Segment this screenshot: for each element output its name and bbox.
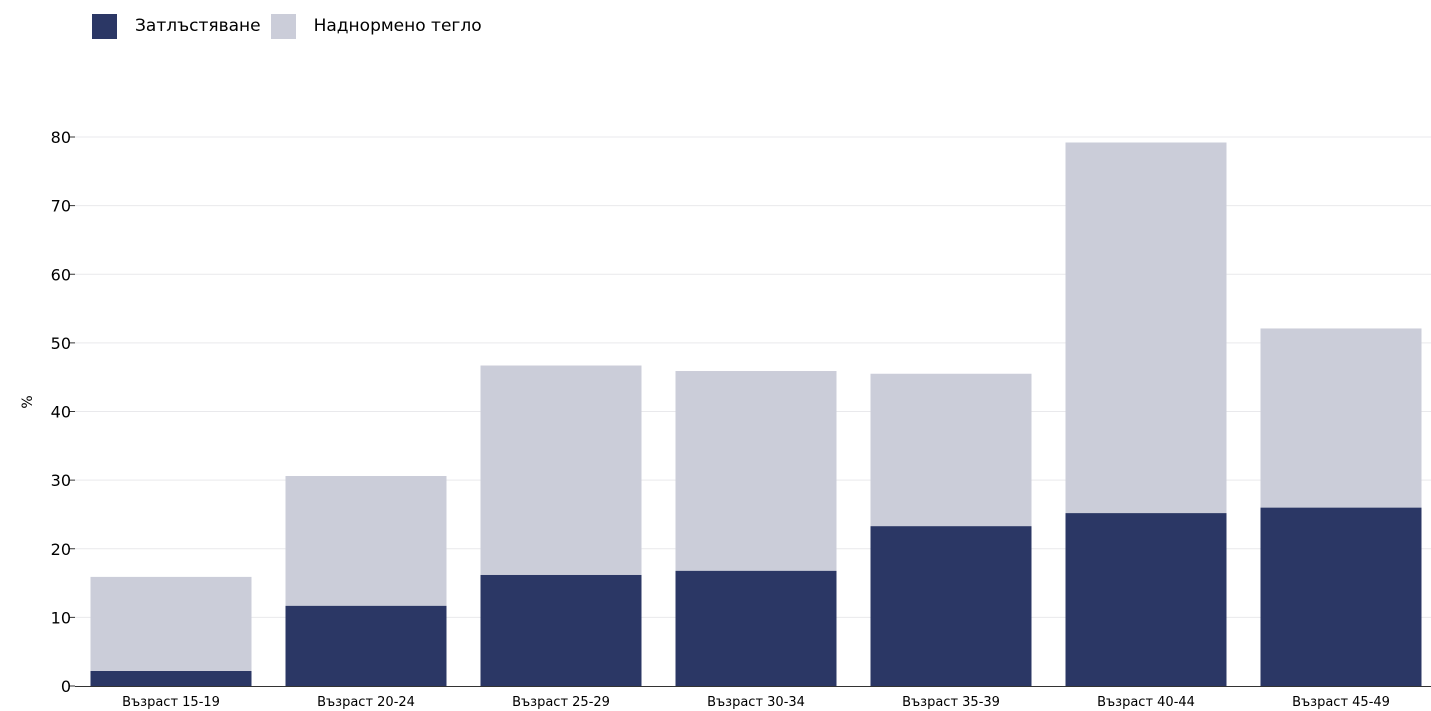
x-tick-label: Възраст 40-44 <box>1097 695 1195 710</box>
x-tick-label: Възраст 20-24 <box>317 695 415 710</box>
bar-overweight[interactable] <box>870 373 1032 527</box>
bar-overweight[interactable] <box>1065 142 1227 514</box>
bar-obesity[interactable] <box>870 526 1032 686</box>
legend-item-overweight[interactable]: Наднормено тегло <box>270 13 482 39</box>
x-tick-label: Възраст 30-34 <box>707 695 805 710</box>
y-tick-label: 70 <box>51 197 71 216</box>
bar-obesity[interactable] <box>1260 507 1422 686</box>
y-tick-label: 80 <box>51 128 71 147</box>
y-axis-label: % <box>20 395 36 408</box>
y-tick-label: 0 <box>61 677 71 696</box>
legend-swatch-overweight <box>270 13 296 39</box>
y-tick-label: 50 <box>51 334 71 353</box>
y-axis-ticks: 0 10 20 30 40 50 60 70 80 <box>51 128 75 696</box>
bar-obesity[interactable] <box>675 570 837 686</box>
bar-overweight[interactable] <box>480 365 642 575</box>
y-tick-label: 60 <box>51 265 71 284</box>
bar-overweight[interactable] <box>675 371 837 571</box>
legend-swatch-obesity <box>92 13 117 39</box>
x-tick-label: Възраст 45-49 <box>1292 695 1390 710</box>
y-tick-label: 20 <box>51 540 71 559</box>
legend-label-obesity: Затлъстяване <box>135 16 261 36</box>
bar-overweight[interactable] <box>285 476 447 606</box>
bar-obesity[interactable] <box>285 605 447 686</box>
y-tick-label: 10 <box>51 608 71 627</box>
y-tick-label: 40 <box>51 403 71 422</box>
bar-obesity[interactable] <box>1065 513 1227 686</box>
bar-obesity[interactable] <box>90 670 252 686</box>
bar-series <box>90 142 1422 686</box>
x-tick-label: Възраст 25-29 <box>512 695 610 710</box>
legend-item-obesity[interactable]: Затлъстяване <box>92 13 261 39</box>
legend-label-overweight: Наднормено тегло <box>313 16 482 36</box>
x-tick-label: Възраст 15-19 <box>122 695 220 710</box>
x-tick-label: Възраст 35-39 <box>902 695 1000 710</box>
bar-obesity[interactable] <box>480 574 642 686</box>
bar-overweight[interactable] <box>90 576 252 671</box>
chart-legend: Затлъстяване Наднормено тегло <box>92 12 492 40</box>
y-tick-label: 30 <box>51 471 71 490</box>
x-axis-ticks: Възраст 15-19 Възраст 20-24 Възраст 25-29 В… <box>122 695 1390 710</box>
bar-overweight[interactable] <box>1260 328 1422 508</box>
